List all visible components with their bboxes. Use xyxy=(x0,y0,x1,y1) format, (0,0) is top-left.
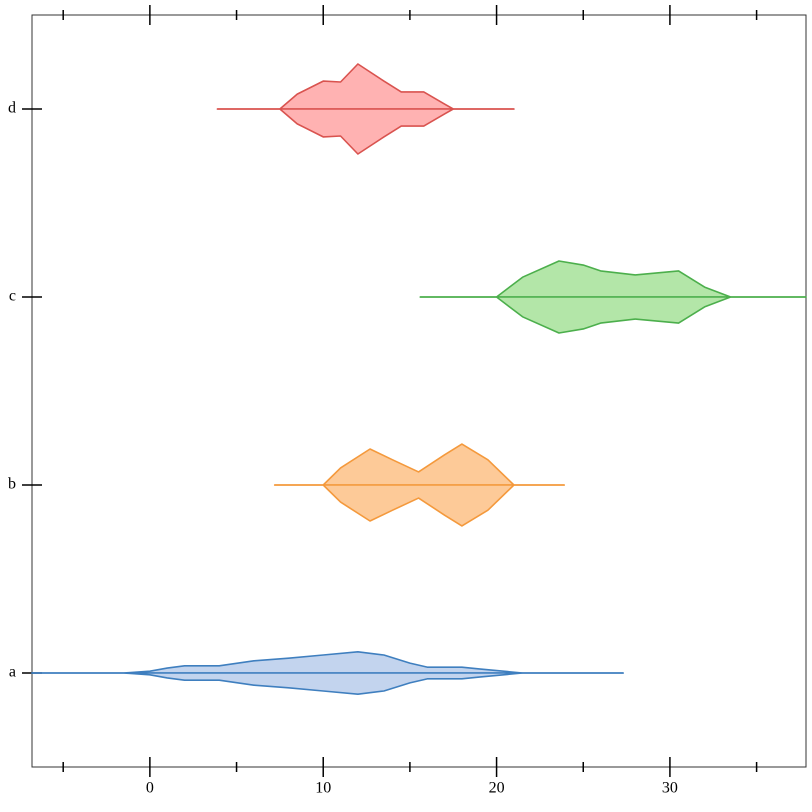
violin-lower xyxy=(31,672,624,695)
x-tick-label: 20 xyxy=(489,780,505,797)
violin-upper xyxy=(216,63,515,110)
violin-lower xyxy=(273,484,565,527)
x-tick-label: 0 xyxy=(146,780,154,797)
y-tick-label: a xyxy=(9,664,16,681)
violin-lower xyxy=(419,296,807,334)
x-tick-label: 10 xyxy=(315,780,331,797)
violin-upper xyxy=(31,651,624,674)
violin-upper xyxy=(419,260,807,298)
violin-upper xyxy=(273,443,565,486)
plot-frame xyxy=(31,14,807,768)
y-tick-label: d xyxy=(8,100,16,117)
x-tick-label: 30 xyxy=(662,780,678,797)
violin-lower xyxy=(216,108,515,155)
y-tick-label: c xyxy=(9,288,16,305)
y-tick-label: b xyxy=(8,476,16,493)
